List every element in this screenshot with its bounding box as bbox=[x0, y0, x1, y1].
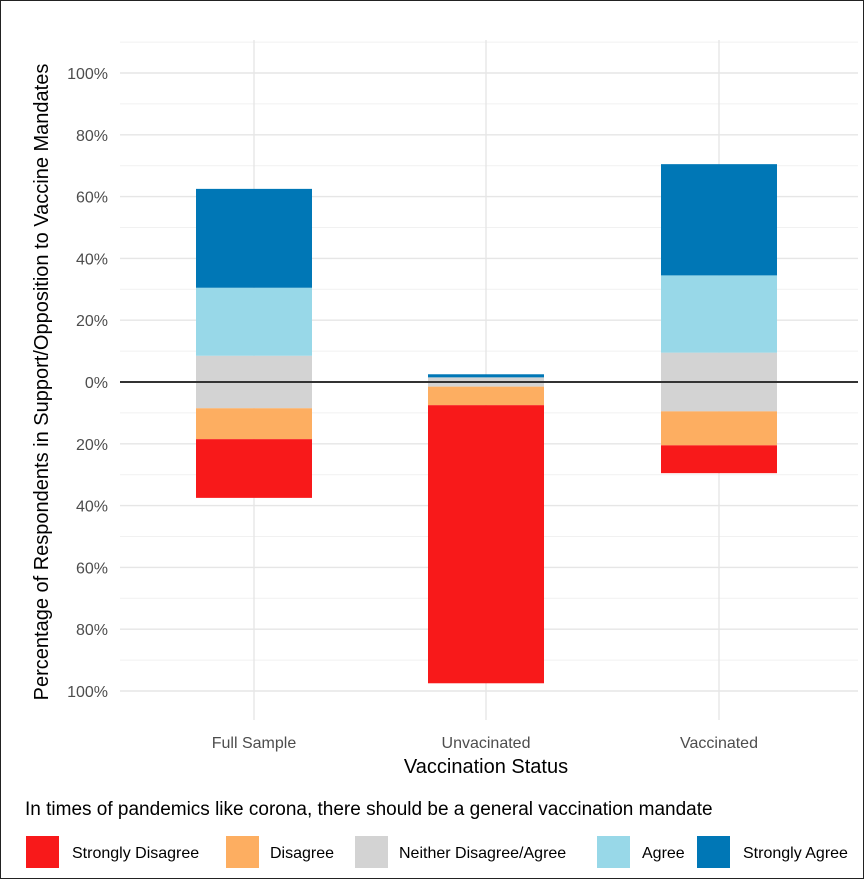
y-tick-label: 20% bbox=[76, 437, 108, 454]
bar-unvacinated-strongly-agree bbox=[428, 374, 544, 378]
legend-key-strongly-disagree bbox=[26, 836, 59, 868]
bar-vaccinated-strongly-disagree bbox=[661, 445, 777, 474]
legend-key-strongly-agree bbox=[697, 836, 730, 868]
y-tick-label: 80% bbox=[76, 622, 108, 639]
y-tick-label: 80% bbox=[76, 128, 108, 145]
bar-vaccinated-strongly-agree bbox=[661, 164, 777, 276]
y-tick-labels: 100% 80% 60% 40% 20% 0% 20% 40% 60% 80% 100% bbox=[67, 66, 108, 701]
y-tick-label: 40% bbox=[76, 251, 108, 268]
y-tick-label: 0% bbox=[85, 375, 108, 392]
legend: Strongly Disagree Disagree Neither Disagre… bbox=[26, 836, 848, 868]
x-axis-title: Vaccination Status bbox=[404, 756, 568, 778]
legend-label: Strongly Agree bbox=[743, 845, 848, 862]
bar-full-sample-neither-disagree-agree bbox=[196, 355, 312, 382]
x-tick-label: Full Sample bbox=[212, 735, 297, 752]
y-tick-label: 60% bbox=[76, 560, 108, 577]
bar-full-sample-strongly-disagree bbox=[196, 439, 312, 498]
bars bbox=[196, 164, 777, 684]
bar-unvacinated-neither-disagree-agree bbox=[428, 382, 544, 387]
bar-vaccinated-agree bbox=[661, 275, 777, 353]
bar-full-sample-disagree bbox=[196, 408, 312, 440]
legend-label: Disagree bbox=[270, 845, 334, 862]
bar-unvacinated-neither-disagree-agree bbox=[428, 377, 544, 382]
bar-full-sample-strongly-agree bbox=[196, 188, 312, 288]
y-tick-label: 100% bbox=[67, 684, 108, 701]
x-tick-label: Vaccinated bbox=[680, 735, 758, 752]
x-tick-label: Unvacinated bbox=[442, 735, 531, 752]
bar-unvacinated-disagree bbox=[428, 386, 544, 406]
legend-key-disagree bbox=[226, 836, 259, 868]
bar-vaccinated-neither-disagree-agree bbox=[661, 352, 777, 382]
bar-vaccinated-neither-disagree-agree bbox=[661, 382, 777, 412]
legend-key-neither-disagree-agree bbox=[355, 836, 388, 868]
y-axis-title: Percentage of Respondents in Support/Opp… bbox=[31, 64, 53, 701]
bar-full-sample-neither-disagree-agree bbox=[196, 382, 312, 409]
x-tick-labels: Full Sample Unvacinated Vaccinated bbox=[212, 735, 758, 752]
bar-vaccinated-disagree bbox=[661, 411, 777, 446]
bar-unvacinated-strongly-disagree bbox=[428, 405, 544, 684]
y-tick-label: 40% bbox=[76, 499, 108, 516]
legend-label: Strongly Disagree bbox=[72, 845, 199, 862]
legend-label: Neither Disagree/Agree bbox=[399, 845, 566, 862]
y-tick-label: 60% bbox=[76, 190, 108, 207]
y-tick-label: 100% bbox=[67, 66, 108, 83]
legend-key-agree bbox=[597, 836, 630, 868]
y-tick-label: 20% bbox=[76, 313, 108, 330]
legend-title: In times of pandemics like corona, there… bbox=[25, 799, 713, 820]
bar-full-sample-agree bbox=[196, 287, 312, 356]
legend-label: Agree bbox=[642, 845, 685, 862]
